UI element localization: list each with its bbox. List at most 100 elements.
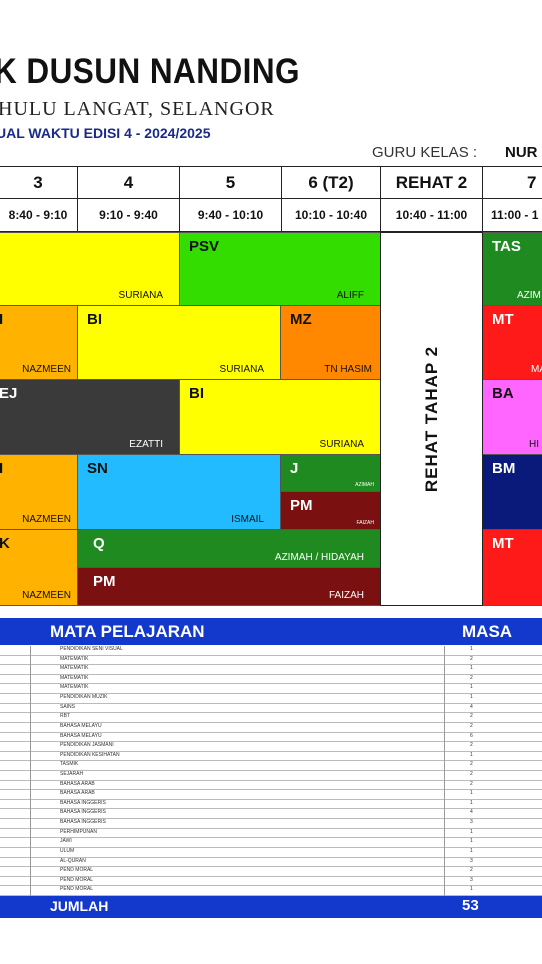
period-header: 4: [77, 166, 180, 199]
subject-row: SEJARAH 2: [0, 771, 542, 781]
period-time: 9:10 - 9:40: [77, 198, 180, 232]
slot-teacher: NAZMEEN: [22, 514, 71, 525]
subject-masa: 3: [470, 819, 473, 826]
period-header: 5: [179, 166, 282, 199]
subject-row: RBT 2: [0, 713, 542, 723]
subject-masa: 2: [470, 722, 473, 729]
rehat-label: REHAT TAHAP 2: [421, 345, 441, 493]
period-header: 6 (T2): [281, 166, 381, 199]
subject-masa: 2: [470, 771, 473, 777]
subject-masa: 2: [470, 780, 473, 787]
timetable-slot: PM FAIZAH: [280, 491, 381, 530]
slot-teacher: AZIM: [517, 290, 541, 301]
total-bar: [0, 896, 542, 918]
subject-name: BAHASA ARAB: [60, 790, 95, 797]
subject-name: PENDIDIKAN JASMANI: [60, 742, 114, 749]
subject-name: PENDIDIKAN KESIHATAN: [60, 751, 120, 758]
subject-name: ULUM: [60, 847, 75, 854]
timetable-slot: BI SURIANA: [77, 305, 281, 380]
subject-row: MATEMATIK 1: [0, 684, 542, 695]
timetable-slot: Q AZIMAH / HIDAYAH: [77, 529, 381, 568]
column-divider: [444, 646, 445, 896]
timetable-grid: 3 4 5 6 (T2) REHAT 2 7 8:40 - 9:10 9:10 …: [0, 166, 542, 606]
subject-name: MATEMATIK: [60, 674, 89, 681]
slot-subject: PSV: [189, 238, 220, 255]
timetable-slot: J AZIMAH: [280, 454, 381, 492]
slot-teacher: ISMAIL: [231, 514, 264, 525]
subject-name: PEND MORAL: [60, 876, 94, 883]
subject-row: BAHASA INGGERIS 1: [0, 800, 542, 810]
subject-row: MATEMATIK 2: [0, 675, 542, 685]
subject-row: PENDIDIKAN JASMANI 2: [0, 742, 542, 752]
slot-subject: Q: [93, 535, 105, 552]
slot-teacher: ALIFF: [336, 290, 364, 301]
subject-row: MATEMATIK 1: [0, 665, 542, 675]
class-teacher-label: GURU KELAS :: [372, 144, 478, 161]
subject-name: MATEMATIK: [60, 655, 89, 662]
subject-name: JAWI: [60, 838, 72, 845]
timetable-slot: BA HI: [482, 379, 542, 455]
slot-teacher: AZIMAH: [355, 482, 374, 488]
subject-masa: 3: [470, 857, 473, 864]
subject-column-header: MATA PELAJARAN: [50, 622, 205, 641]
period-time: 10:40 - 11:00: [380, 198, 483, 232]
subject-masa: 3: [470, 876, 473, 883]
subject-name: SEJARAH: [60, 771, 84, 777]
slot-subject: MT: [492, 535, 514, 552]
total-label: JUMLAH: [50, 898, 109, 914]
timetable-slot: I NAZMEEN: [0, 454, 78, 530]
period-header: REHAT 2: [380, 166, 483, 199]
subject-masa: 2: [470, 674, 473, 681]
subject-name: BAHASA INGGERIS: [60, 819, 106, 826]
slot-subject: SN: [87, 460, 108, 477]
subject-list: PENDIDIKAN SENI VISUAL 1 MATEMATIK 2 MATEMAT…: [0, 646, 542, 896]
subject-masa: 2: [470, 655, 473, 662]
school-district: HULU LANGAT, SELANGOR: [0, 98, 275, 120]
subject-name: BAHASA ARAB: [60, 780, 95, 787]
slot-teacher: HI: [529, 439, 539, 450]
subject-list-header: [0, 618, 542, 645]
slot-teacher: FAIZAH: [328, 590, 364, 601]
slot-subject: J: [290, 460, 299, 477]
school-name: K DUSUN NANDING: [0, 52, 300, 91]
slot-subject: TAS: [492, 238, 521, 255]
timetable-slot: K NAZMEEN: [0, 529, 78, 606]
slot-teacher: EZATTI: [129, 439, 163, 450]
subject-row: TASMIK 2: [0, 761, 542, 771]
slot-teacher: FAIZAH: [356, 520, 374, 526]
timetable-slot: TAS AZIM: [482, 232, 542, 306]
subject-row: BAHASA INGGERIS 3: [0, 819, 542, 829]
slot-subject: PM: [290, 497, 313, 514]
timetable-slot: PM FAIZAH: [77, 567, 381, 606]
subject-name: BAHASA INGGERIS: [60, 799, 106, 806]
subject-masa: 1: [470, 694, 473, 701]
subject-masa: 2: [470, 761, 473, 768]
subject-masa: 1: [470, 751, 473, 758]
subject-row: PENDIDIKAN KESIHATAN 1: [0, 752, 542, 762]
subject-name: AL-QURAN: [60, 857, 86, 864]
total-value: 53: [462, 897, 479, 914]
timetable-slot: I NAZMEEN: [0, 305, 78, 380]
subject-masa: 1: [470, 646, 473, 652]
timetable-slot: BI SURIANA: [179, 379, 381, 455]
period-header: 3: [0, 166, 78, 199]
slot-subject: BI: [189, 385, 204, 402]
subject-row: SAINS 4: [0, 704, 542, 714]
subject-masa: 4: [470, 703, 473, 710]
slot-teacher: SURIANA: [319, 439, 364, 450]
slot-subject: BI: [87, 311, 102, 328]
subject-row: ULUM 1: [0, 848, 542, 858]
subject-row: BAHASA INGGERIS 4: [0, 809, 542, 820]
period-time: 9:40 - 10:10: [179, 198, 282, 232]
subject-name: SAINS: [60, 703, 76, 710]
subject-row: AL-QURAN 3: [0, 858, 542, 868]
slot-subject: BM: [492, 460, 516, 477]
subject-row: BAHASA MELAYU 6: [0, 733, 542, 743]
subject-name: PENDIDIKAN SENI VISUAL: [60, 646, 123, 652]
subject-masa: 1: [470, 684, 473, 691]
subject-name: PENDIDIKAN MUZIK: [60, 694, 108, 701]
period-time: 10:10 - 10:40: [281, 198, 381, 232]
subject-masa: 4: [470, 809, 473, 816]
timetable-slot: SURIANA: [0, 232, 180, 306]
slot-subject: MT: [492, 311, 514, 328]
